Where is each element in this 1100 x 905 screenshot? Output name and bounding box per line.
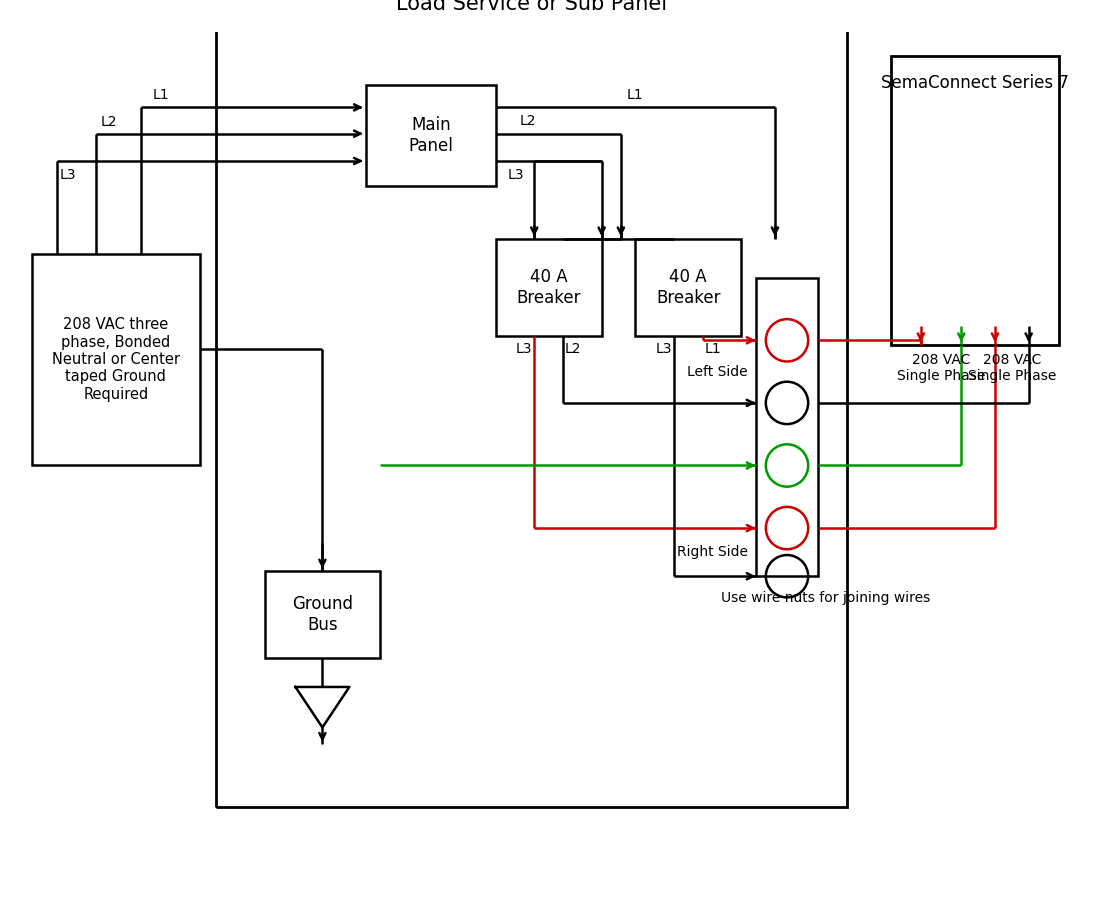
Text: 208 VAC
Single Phase: 208 VAC Single Phase	[896, 353, 986, 383]
Bar	[891, 56, 1059, 345]
Text: L1: L1	[153, 88, 169, 101]
Text: L3: L3	[516, 342, 532, 357]
Text: Main
Panel: Main Panel	[408, 117, 453, 155]
Text: L1: L1	[627, 88, 644, 101]
Bar	[365, 85, 496, 186]
Bar	[756, 278, 818, 576]
Bar	[32, 253, 200, 465]
Bar	[265, 571, 381, 658]
Text: SemaConnect Series 7: SemaConnect Series 7	[881, 73, 1069, 91]
Text: L2: L2	[520, 114, 537, 128]
Bar	[496, 239, 602, 336]
Text: Right Side: Right Side	[676, 545, 748, 559]
Text: Load Service or Sub Panel: Load Service or Sub Panel	[396, 0, 668, 14]
Text: 208 VAC three
phase, Bonded
Neutral or Center
taped Ground
Required: 208 VAC three phase, Bonded Neutral or C…	[52, 318, 180, 402]
Text: Left Side: Left Side	[688, 365, 748, 378]
Text: Ground
Bus: Ground Bus	[292, 595, 353, 634]
Bar	[217, 0, 847, 807]
Text: L3: L3	[656, 342, 672, 357]
Text: 40 A
Breaker: 40 A Breaker	[516, 268, 581, 307]
Bar	[636, 239, 741, 336]
Text: L2: L2	[100, 115, 117, 129]
Text: 208 VAC
Single Phase: 208 VAC Single Phase	[968, 353, 1056, 383]
Text: Use wire nuts for joining wires: Use wire nuts for joining wires	[720, 591, 931, 605]
Text: L2: L2	[565, 342, 582, 357]
Text: L1: L1	[705, 342, 722, 357]
Text: 40 A
Breaker: 40 A Breaker	[656, 268, 721, 307]
Text: L3: L3	[59, 167, 76, 182]
Text: L3: L3	[507, 167, 524, 182]
